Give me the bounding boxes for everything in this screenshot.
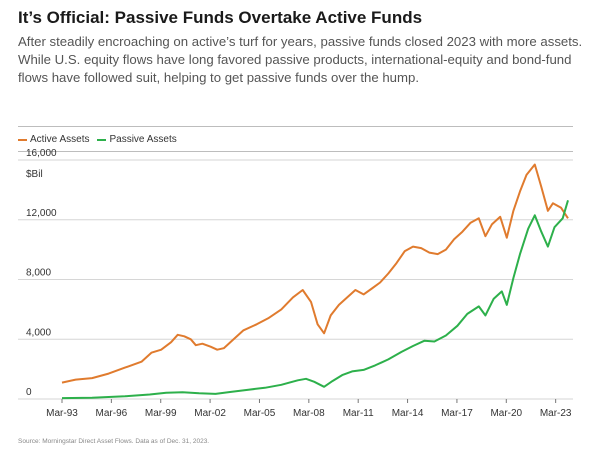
series-line-active bbox=[61, 163, 569, 384]
y-tick-label: 4,000 bbox=[26, 327, 51, 338]
chart-title: It’s Official: Passive Funds Overtake Ac… bbox=[18, 8, 423, 27]
y-tick-label: 8,000 bbox=[26, 268, 51, 279]
x-tick-label: Mar-02 bbox=[194, 408, 226, 419]
source-note: Source: Morningstar Direct Asset Flows. … bbox=[18, 438, 210, 445]
legend-divider bbox=[18, 151, 573, 152]
legend-item-passive: Passive Assets bbox=[97, 134, 177, 145]
top-divider bbox=[18, 126, 573, 127]
x-tick-label: Mar-05 bbox=[244, 408, 276, 419]
legend-label-passive: Passive Assets bbox=[109, 134, 177, 145]
legend: Active Assets Passive Assets bbox=[18, 134, 185, 145]
x-tick-label: Mar-93 bbox=[46, 408, 78, 419]
x-tick-label: Mar-11 bbox=[343, 408, 374, 419]
series-lines bbox=[61, 163, 569, 400]
chart-subtitle: After steadily encroaching on active’s t… bbox=[18, 34, 583, 85]
x-tick-label: Mar-17 bbox=[441, 408, 473, 419]
series-line-passive bbox=[61, 200, 569, 400]
y-tick-label: 0 bbox=[26, 387, 32, 398]
x-tick-label: Mar-20 bbox=[490, 408, 522, 419]
y-axis-ticks: 0 4,000 8,000 12,000 16,000 bbox=[26, 148, 57, 398]
legend-swatch-active bbox=[18, 138, 27, 141]
grid-lines bbox=[18, 159, 573, 400]
x-tick-label: Mar-99 bbox=[145, 408, 177, 419]
x-tick-label: Mar-23 bbox=[540, 408, 572, 419]
legend-item-active: Active Assets bbox=[18, 134, 89, 145]
x-tick-label: Mar-08 bbox=[293, 408, 325, 419]
x-axis-ticks: Mar-93 Mar-96 Mar-99 Mar-02 Mar-05 Mar-08 Mar-… bbox=[46, 399, 572, 419]
x-tick-label: Mar-14 bbox=[392, 408, 424, 419]
x-tick-label: Mar-96 bbox=[96, 408, 128, 419]
y-axis-unit: $Bil bbox=[26, 169, 43, 180]
y-tick-label: 16,000 bbox=[26, 148, 57, 159]
legend-label-active: Active Assets bbox=[30, 134, 90, 145]
legend-swatch-passive bbox=[97, 138, 107, 141]
y-tick-label: 12,000 bbox=[26, 208, 57, 219]
